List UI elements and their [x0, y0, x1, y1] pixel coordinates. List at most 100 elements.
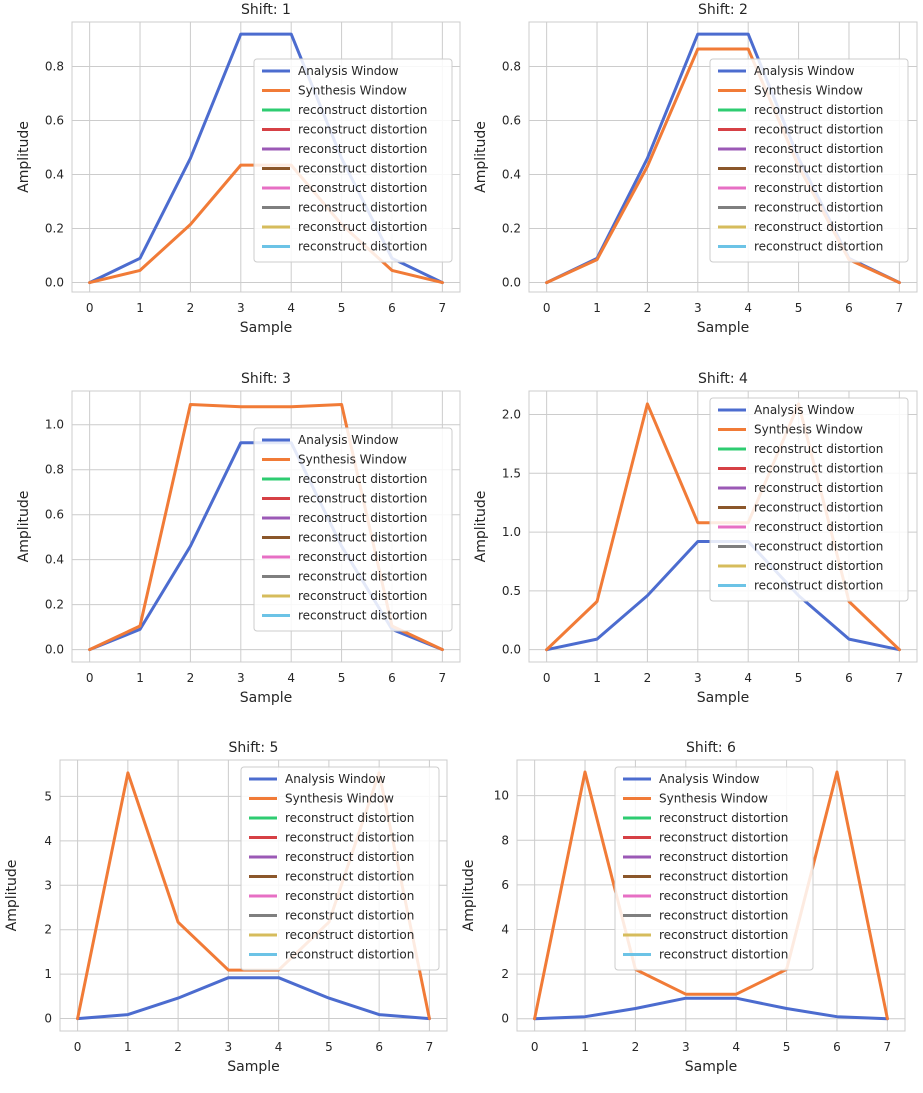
x-tick-label: 4: [287, 301, 295, 315]
x-tick-label: 5: [795, 671, 803, 685]
x-tick-label: 1: [581, 1040, 589, 1054]
legend-label: reconstruct distortion: [285, 811, 414, 825]
y-tick-label: 0.2: [45, 222, 64, 236]
x-tick-label: 3: [237, 301, 245, 315]
legend-label: Analysis Window: [754, 64, 855, 78]
x-tick-label: 6: [845, 671, 853, 685]
legend-label: reconstruct distortion: [298, 220, 427, 234]
y-tick-label: 4: [501, 923, 509, 937]
x-tick-label: 5: [338, 301, 346, 315]
legend-label: reconstruct distortion: [659, 928, 788, 942]
x-tick-label: 2: [187, 301, 195, 315]
y-tick-label: 0.2: [502, 222, 521, 236]
y-tick-label: 1.0: [45, 418, 64, 432]
x-axis-label: Sample: [697, 320, 750, 336]
legend-label: reconstruct distortion: [285, 948, 414, 962]
x-tick-label: 7: [439, 301, 447, 315]
x-tick-label: 3: [682, 1040, 690, 1054]
y-tick-label: 0.8: [502, 60, 521, 74]
legend-label: reconstruct distortion: [754, 201, 883, 215]
legend-label: reconstruct distortion: [285, 889, 414, 903]
x-tick-label: 5: [795, 301, 803, 315]
x-tick-label: 7: [439, 671, 447, 685]
y-tick-label: 0.0: [502, 276, 521, 290]
y-tick-label: 0.8: [45, 60, 64, 74]
legend-label: reconstruct distortion: [659, 831, 788, 845]
y-tick-label: 2: [44, 923, 52, 937]
y-tick-label: 1.5: [502, 466, 521, 480]
y-tick-label: 5: [44, 789, 52, 803]
x-tick-label: 6: [845, 301, 853, 315]
legend-label: reconstruct distortion: [298, 201, 427, 215]
y-tick-label: 2: [501, 967, 509, 981]
legend-label: reconstruct distortion: [285, 928, 414, 942]
x-tick-label: 1: [136, 301, 144, 315]
legend-label: Synthesis Window: [754, 423, 863, 437]
x-tick-label: 3: [237, 671, 245, 685]
x-tick-label: 2: [632, 1040, 640, 1054]
x-tick-label: 6: [388, 671, 396, 685]
x-axis-label: Sample: [697, 690, 750, 706]
chart-title: Shift: 3: [241, 371, 291, 387]
legend: Analysis Window Synthesis Window reconstru…: [614, 766, 814, 971]
legend-label: reconstruct distortion: [754, 481, 883, 495]
x-axis-label: Sample: [240, 320, 293, 336]
x-tick-label: 4: [287, 671, 295, 685]
y-axis-label: Amplitude: [4, 860, 20, 932]
legend-label: reconstruct distortion: [754, 103, 883, 117]
chart-title: Shift: 4: [698, 371, 748, 387]
legend-box: [253, 58, 453, 263]
x-tick-label: 4: [744, 671, 752, 685]
legend-label: reconstruct distortion: [659, 909, 788, 923]
x-axis-label: Sample: [685, 1059, 738, 1075]
y-tick-label: 0: [501, 1012, 509, 1026]
legend-label: reconstruct distortion: [659, 811, 788, 825]
chart-title: Shift: 2: [698, 2, 748, 18]
legend-label: reconstruct distortion: [298, 472, 427, 486]
y-tick-label: 0.0: [45, 276, 64, 290]
x-tick-label: 2: [644, 671, 652, 685]
y-tick-label: 4: [44, 834, 52, 848]
x-tick-label: 2: [174, 1040, 182, 1054]
legend-label: reconstruct distortion: [659, 850, 788, 864]
legend: Analysis Window Synthesis Window reconstru…: [253, 427, 453, 632]
x-tick-label: 6: [833, 1040, 841, 1054]
legend-label: reconstruct distortion: [659, 870, 788, 884]
legend-label: reconstruct distortion: [754, 123, 883, 137]
legend-label: Synthesis Window: [298, 84, 407, 98]
legend-label: Synthesis Window: [285, 792, 394, 806]
y-tick-label: 0.6: [45, 114, 64, 128]
x-tick-label: 7: [896, 301, 904, 315]
x-tick-label: 5: [338, 671, 346, 685]
legend-label: Analysis Window: [285, 772, 386, 786]
y-tick-label: 8: [501, 833, 509, 847]
y-axis-label: Amplitude: [16, 121, 32, 193]
x-tick-label: 0: [543, 671, 551, 685]
chart-panel-6: 0 1 2 3 4 5 6 7 0 2 4 6 8 10 Shift: 6 Sample Amplitude An…: [461, 740, 906, 1075]
legend-label: reconstruct distortion: [754, 220, 883, 234]
legend-label: reconstruct distortion: [754, 240, 883, 254]
legend-label: reconstruct distortion: [659, 948, 788, 962]
y-tick-label: 0.4: [45, 168, 64, 182]
legend: Analysis Window Synthesis Window reconstru…: [709, 397, 909, 602]
legend-box: [614, 766, 814, 971]
legend-label: reconstruct distortion: [754, 501, 883, 515]
legend: Analysis Window Synthesis Window reconstru…: [709, 58, 909, 263]
legend-label: Synthesis Window: [754, 84, 863, 98]
x-tick-label: 2: [644, 301, 652, 315]
chart-title: Shift: 5: [229, 740, 279, 756]
series-line-analysis-window: [533, 996, 889, 1021]
x-tick-label: 1: [136, 671, 144, 685]
y-tick-label: 10: [494, 789, 509, 803]
x-tick-label: 7: [884, 1040, 892, 1054]
legend-label: Analysis Window: [298, 433, 399, 447]
x-tick-label: 0: [86, 301, 94, 315]
legend-label: reconstruct distortion: [754, 181, 883, 195]
y-tick-label: 0.4: [45, 553, 64, 567]
chart-panel-3: 0 1 2 3 4 5 6 7 0.0 0.2 0.4 0.6 0.8 1.0 Shift: 3 Sample…: [16, 371, 461, 706]
legend-label: reconstruct distortion: [754, 540, 883, 554]
y-axis-label: Amplitude: [473, 491, 489, 563]
legend-label: reconstruct distortion: [659, 889, 788, 903]
x-tick-label: 0: [543, 301, 551, 315]
x-tick-label: 5: [325, 1040, 333, 1054]
